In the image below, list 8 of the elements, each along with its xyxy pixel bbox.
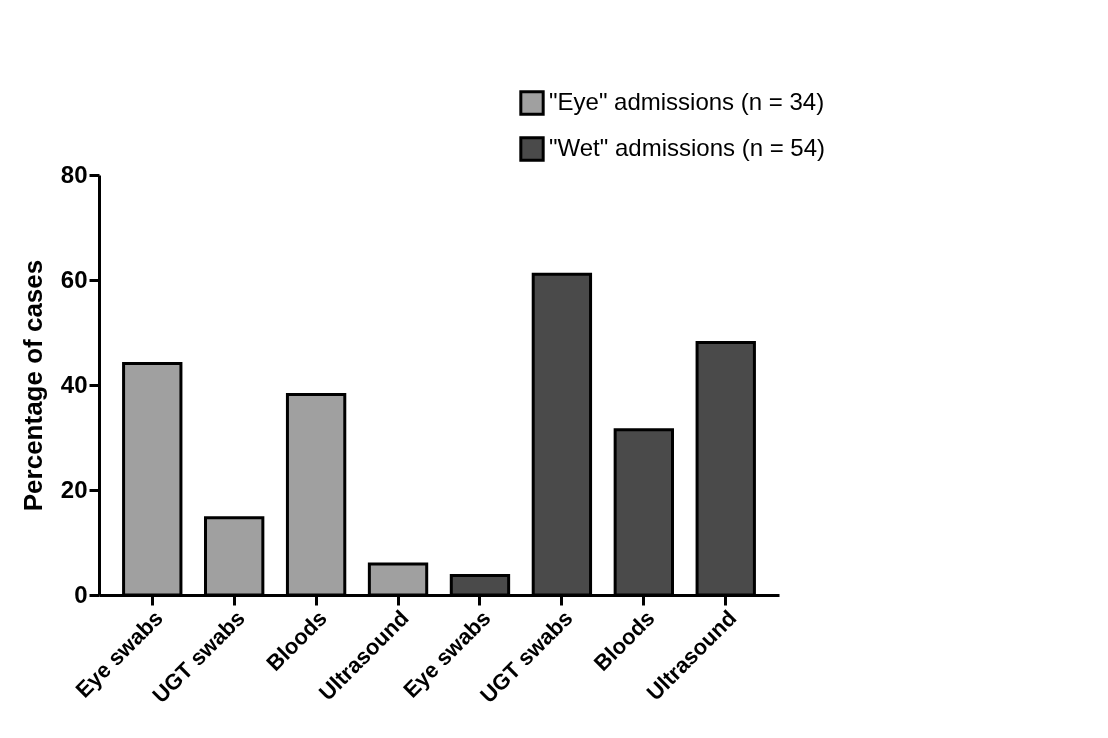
y-axis-title: Percentage of cases bbox=[17, 259, 48, 512]
legend-label: "Eye" admissions (n = 34) bbox=[549, 88, 825, 115]
y-tick-label: 20 bbox=[60, 475, 88, 503]
y-tick-label: 0 bbox=[74, 580, 88, 608]
legend-label: "Wet" admissions (n = 54) bbox=[549, 134, 826, 161]
y-tick-label: 80 bbox=[60, 160, 88, 188]
y-tick-label: 40 bbox=[60, 370, 88, 398]
y-tick-label: 60 bbox=[60, 265, 88, 293]
